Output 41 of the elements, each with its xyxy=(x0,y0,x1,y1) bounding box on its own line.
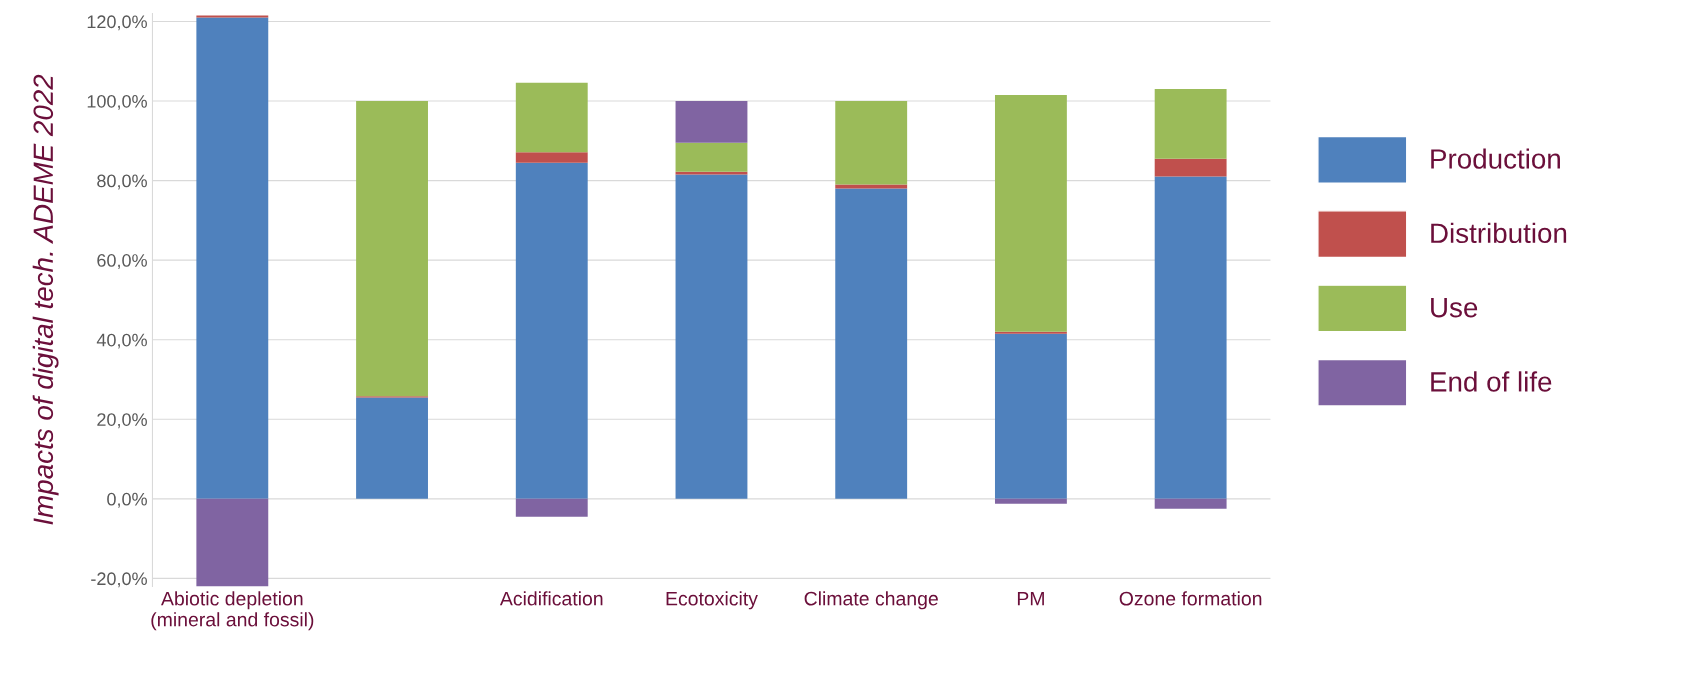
y-tick-label: 0,0% xyxy=(107,492,147,508)
y-tick-label: -20,0% xyxy=(91,572,147,588)
x-tick-label: Abiotic depletion (mineral and fossil) xyxy=(151,591,314,631)
bar xyxy=(675,142,748,172)
bar xyxy=(515,82,588,153)
bar xyxy=(675,101,748,143)
legend-label: End of life xyxy=(1431,371,1552,392)
bar xyxy=(1154,176,1227,499)
bar xyxy=(1154,89,1227,159)
x-tick-label: Ecotoxicity xyxy=(666,591,758,610)
x-tick-label: Acidification xyxy=(499,591,603,606)
y-tick-label: 100,0% xyxy=(87,94,147,110)
bar xyxy=(515,152,588,163)
bar xyxy=(356,101,428,397)
bar xyxy=(994,333,1067,499)
bar xyxy=(835,184,908,189)
x-tick-label: PM xyxy=(1017,591,1044,606)
y-tick-label: 20,0% xyxy=(97,413,147,429)
legend-label: Distribution xyxy=(1431,222,1567,244)
y-axis-title: Impacts of digital tech. ADEME 2022 xyxy=(32,74,59,525)
legend-label: Use xyxy=(1431,298,1478,318)
bar xyxy=(515,498,588,517)
bar xyxy=(1154,158,1227,177)
bar xyxy=(675,174,748,499)
bar xyxy=(1154,498,1227,509)
y-tick-label: 60,0% xyxy=(97,254,147,269)
y-tick-label: 40,0% xyxy=(96,333,147,349)
y-tick-label: 120,0% xyxy=(87,15,147,31)
x-tick-label: Climate change xyxy=(804,591,938,610)
bar xyxy=(675,171,748,175)
bar xyxy=(994,95,1067,332)
legend-label: Production xyxy=(1431,148,1560,169)
bar xyxy=(835,188,908,499)
bar xyxy=(356,397,428,499)
y-tick-label: 80,0% xyxy=(97,174,147,190)
x-tick-label: Ozone formation xyxy=(1119,591,1262,606)
bar xyxy=(994,498,1067,504)
bar xyxy=(196,498,269,587)
bar xyxy=(196,17,269,499)
bar xyxy=(835,101,908,185)
bar xyxy=(515,162,588,499)
